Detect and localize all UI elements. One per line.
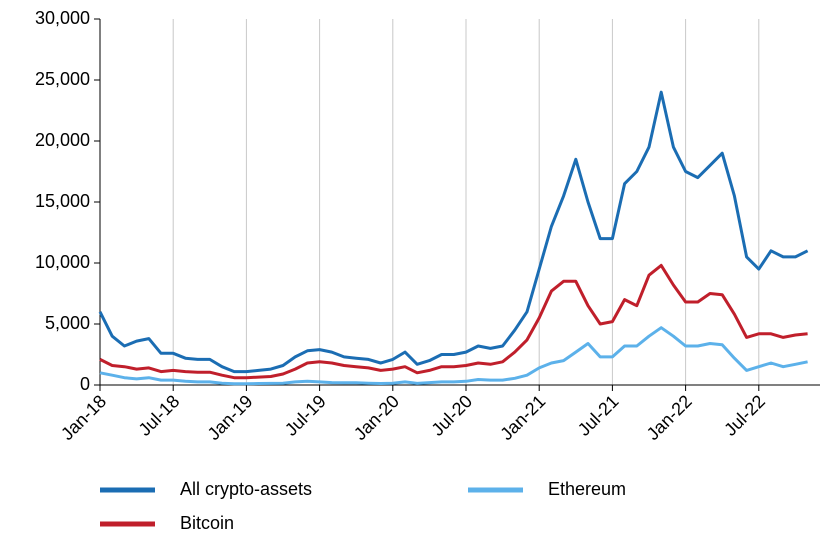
y-tick-label: 20,000 xyxy=(35,130,90,150)
x-tick-label: Jul-18 xyxy=(135,391,184,440)
legend-label: Ethereum xyxy=(548,479,626,499)
x-tick-label: Jul-20 xyxy=(427,391,476,440)
y-tick-label: 30,000 xyxy=(35,8,90,28)
legend-label: All crypto-assets xyxy=(180,479,312,499)
y-tick-label: 0 xyxy=(80,374,90,394)
x-tick-label: Jan-19 xyxy=(204,391,257,444)
x-tick-label: Jan-22 xyxy=(643,391,696,444)
series-line xyxy=(98,90,809,374)
y-tick-label: 25,000 xyxy=(35,69,90,89)
y-tick-label: 5,000 xyxy=(45,313,90,333)
x-tick-label: Jan-18 xyxy=(57,391,110,444)
x-tick-label: Jan-21 xyxy=(496,391,549,444)
x-tick-label: Jul-22 xyxy=(720,391,769,440)
series-line xyxy=(99,326,808,386)
x-tick-label: Jul-19 xyxy=(281,391,330,440)
y-tick-label: 15,000 xyxy=(35,191,90,211)
y-tick-label: 10,000 xyxy=(35,252,90,272)
x-tick-label: Jul-21 xyxy=(574,391,623,440)
legend-label: Bitcoin xyxy=(180,513,234,533)
x-tick-label: Jan-20 xyxy=(350,391,403,444)
series-line xyxy=(99,263,808,380)
